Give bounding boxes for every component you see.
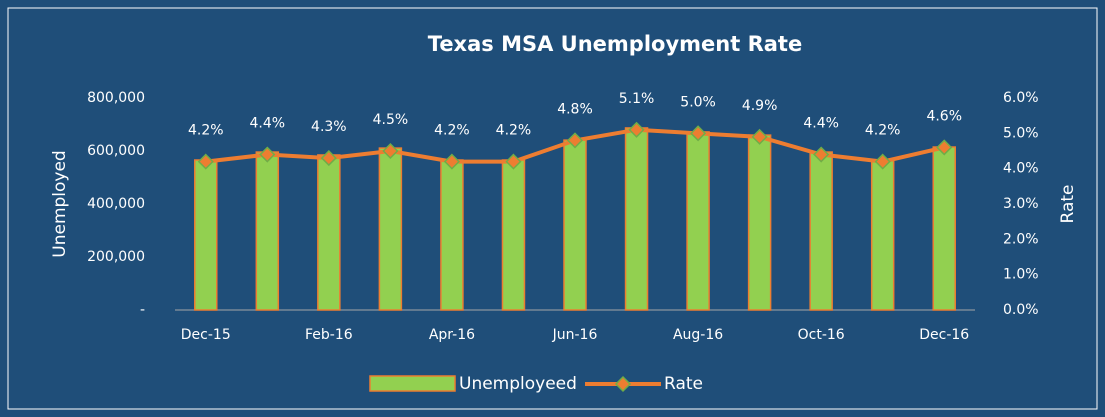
legend-swatch [369, 375, 456, 392]
legend-label: Rate [664, 374, 703, 394]
bar [809, 151, 833, 311]
rate-marker [751, 128, 768, 145]
rate-marker [566, 132, 584, 149]
y2-tick-label: 2.0% [1003, 231, 1039, 247]
y2-axis-title: Rate [1058, 185, 1078, 224]
y-axis-title: Unemployed [50, 150, 70, 257]
x-tick-label: Aug-16 [673, 327, 723, 343]
rate-marker [690, 125, 707, 142]
y-tick-label: 400,000 [87, 196, 145, 212]
rate-marker [874, 153, 891, 170]
bar [563, 139, 587, 311]
y2-tick-label: 0.0% [1003, 302, 1039, 318]
rate-marker [813, 146, 830, 163]
data-label: 4.4% [250, 116, 286, 132]
bar [501, 159, 526, 311]
bar [870, 159, 895, 311]
bar [255, 151, 280, 311]
chart-title: Texas MSA Unemployment Rate [428, 32, 802, 56]
rate-marker [936, 139, 953, 156]
bar [932, 146, 956, 311]
bar [624, 127, 649, 311]
y2-tick-label: 5.0% [1003, 125, 1039, 141]
data-label: 4.5% [373, 112, 409, 128]
y-tick-label: 200,000 [87, 249, 145, 265]
legend-marker [614, 375, 632, 393]
y2-tick-label: 3.0% [1003, 196, 1039, 212]
data-label: 4.8% [557, 101, 593, 117]
bar [747, 134, 772, 311]
data-label: 5.1% [619, 91, 655, 107]
rate-marker [443, 153, 460, 170]
legend-label: Unemployeed [459, 374, 577, 394]
y-tick-label: - [140, 302, 145, 318]
rate-marker [197, 153, 214, 170]
y2-tick-label: 1.0% [1003, 267, 1039, 283]
bar [686, 131, 710, 311]
x-tick-label: Oct-16 [798, 327, 845, 343]
data-label: 4.2% [496, 123, 532, 139]
y2-tick-label: 6.0% [1003, 90, 1039, 106]
data-label: 5.0% [680, 94, 716, 110]
rate-marker [505, 153, 522, 170]
rate-marker [628, 121, 645, 138]
rate-marker [320, 150, 337, 167]
rate-marker [382, 142, 399, 160]
x-tick-label: Apr-16 [429, 327, 475, 343]
rate-marker [259, 146, 276, 163]
y-tick-label: 800,000 [87, 90, 145, 106]
x-tick-label: Dec-15 [181, 327, 231, 343]
data-label: 4.2% [865, 123, 901, 139]
y-tick-label: 600,000 [87, 143, 145, 159]
x-tick-label: Jun-16 [552, 327, 598, 343]
bar [440, 159, 464, 311]
data-label: 4.2% [434, 123, 470, 139]
y2-tick-label: 4.0% [1003, 161, 1039, 177]
chart-frame [7, 7, 1098, 410]
data-label: 4.6% [926, 108, 962, 124]
x-tick-label: Feb-16 [305, 327, 353, 343]
bar [378, 147, 403, 311]
data-label: 4.4% [803, 116, 839, 132]
bar [194, 159, 218, 311]
data-label: 4.2% [188, 123, 224, 139]
data-label: 4.9% [742, 98, 778, 114]
bar [317, 154, 341, 311]
x-tick-label: Dec-16 [919, 327, 969, 343]
data-label: 4.3% [311, 119, 347, 135]
